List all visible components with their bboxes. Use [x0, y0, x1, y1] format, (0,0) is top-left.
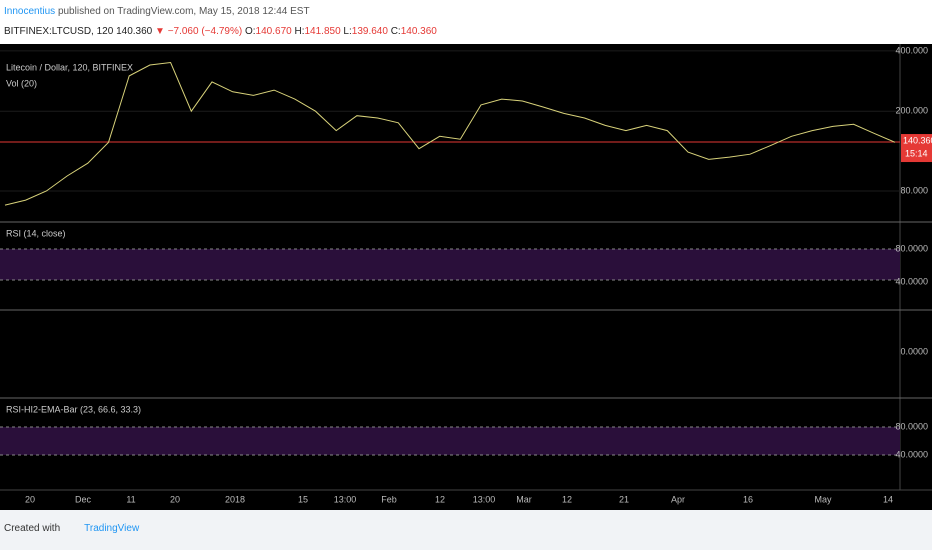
- x-tick-label: May: [814, 494, 832, 504]
- chart-title: Litecoin / Dollar, 120, BITFINEX: [6, 62, 133, 72]
- change: ▼ −7.060 (−4.79%): [155, 26, 243, 37]
- header: Innocentius published on TradingView.com…: [0, 0, 932, 44]
- last: 140.360: [116, 26, 153, 37]
- last-price-tag: [901, 134, 932, 163]
- chart: Litecoin / Dollar, 120, BITFINEX Vol (20…: [0, 44, 932, 510]
- close: 140.360: [400, 26, 437, 37]
- author[interactable]: Innocentius: [4, 6, 56, 17]
- x-tick-label: 20: [25, 494, 35, 504]
- symbol-line: BITFINEX:LTCUSD, 120 140.360 ▼ −7.060 (−…: [4, 26, 437, 37]
- x-tick-label: 11: [126, 494, 135, 504]
- open: 140.670: [255, 26, 292, 37]
- pane-tick-label: 40.0000: [895, 276, 928, 286]
- rsi-band: [0, 249, 900, 280]
- low: 139.640: [351, 26, 388, 37]
- x-tick-label: 12: [435, 494, 445, 504]
- pane-label: RSI-HI2-EMA-Bar (23, 66.6, 33.3): [6, 404, 141, 414]
- x-tick-label: Mar: [516, 494, 532, 504]
- x-tick-label: 21: [619, 494, 629, 504]
- label: H:: [294, 26, 305, 37]
- last-price-label: 140.360: [903, 135, 932, 145]
- volume-label: Vol (20): [6, 78, 37, 88]
- x-tick-label: 13:00: [473, 494, 496, 504]
- label: C:: [390, 26, 401, 37]
- price-line: [4, 61, 896, 206]
- x-tick-label: 15: [298, 494, 308, 504]
- label: O:: [244, 26, 256, 37]
- y-tick-label: 400.000: [895, 45, 928, 55]
- published: published on TradingView.com, May 15, 20…: [57, 6, 310, 17]
- x-tick-label: Apr: [671, 494, 685, 504]
- x-tick-label: 14: [883, 494, 893, 504]
- pane-label: RSI (14, close): [6, 228, 66, 238]
- x-tick-label: 20: [170, 494, 180, 504]
- y-tick-label: 80.000: [900, 185, 928, 195]
- countdown: 15:14: [905, 148, 928, 158]
- rsi-band: [0, 427, 900, 455]
- x-tick-label: 16: [743, 494, 753, 504]
- x-tick-label: Dec: [75, 494, 92, 504]
- x-tick-label: 13:00: [334, 494, 357, 504]
- x-tick-label: Feb: [381, 494, 397, 504]
- symbol: BITFINEX:LTCUSD, 120: [4, 26, 114, 37]
- publish-line: Innocentius published on TradingView.com…: [4, 6, 310, 17]
- footer: Created with TradingView: [4, 523, 139, 534]
- label: L:: [343, 26, 352, 37]
- pane-tick-label: 80.0000: [895, 243, 928, 253]
- pane-tick-label: 80.0000: [895, 421, 928, 431]
- x-tick-label: 12: [562, 494, 572, 504]
- x-tick-label: 2018: [225, 494, 245, 504]
- brand[interactable]: TradingView: [84, 523, 140, 534]
- high: 141.850: [304, 26, 341, 37]
- created: Created with: [4, 523, 61, 534]
- pane-tick-label: 40.0000: [895, 449, 928, 459]
- pane-tick-label: 0.0000: [900, 346, 928, 356]
- y-tick-label: 200.000: [895, 106, 928, 116]
